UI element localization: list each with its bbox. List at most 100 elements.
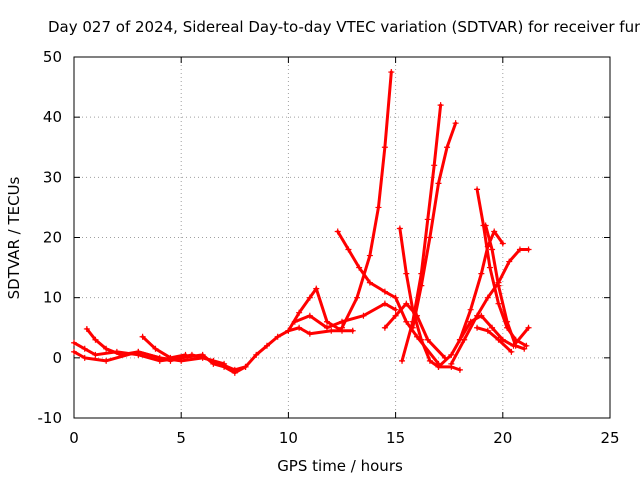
- data-point: [381, 324, 388, 331]
- data-point: [313, 285, 320, 292]
- data-point: [388, 69, 395, 76]
- data-point: [510, 342, 517, 349]
- data-point: [444, 144, 451, 151]
- data-point: [366, 252, 373, 259]
- data-point: [356, 264, 363, 271]
- series-line: [141, 335, 187, 360]
- data-point: [354, 294, 361, 301]
- data-point: [523, 342, 530, 349]
- data-point: [426, 357, 433, 364]
- y-tick-label: 50: [43, 48, 62, 66]
- x-tick-label: 15: [386, 429, 405, 447]
- data-point: [435, 363, 442, 370]
- y-tick-label: -10: [38, 409, 63, 427]
- data-point: [448, 351, 455, 358]
- data-point: [274, 333, 281, 340]
- data-point: [403, 300, 410, 307]
- data-point: [156, 354, 163, 361]
- data-point: [296, 324, 303, 331]
- data-point: [525, 246, 532, 253]
- series-trace-4: [139, 333, 189, 361]
- x-tick-label: 5: [176, 429, 186, 447]
- series-line: [400, 103, 443, 363]
- data-point: [392, 306, 399, 313]
- plot-frame: [73, 56, 611, 419]
- data-point: [403, 270, 410, 277]
- data-point: [135, 348, 142, 355]
- data-point: [231, 369, 238, 376]
- data-point: [489, 246, 496, 253]
- series-line: [383, 302, 447, 360]
- data-point: [339, 324, 345, 331]
- data-point: [495, 300, 502, 307]
- data-point: [508, 348, 515, 355]
- data-point: [71, 348, 77, 355]
- data-point: [328, 327, 335, 334]
- data-point: [182, 351, 189, 358]
- data-point: [92, 351, 99, 358]
- data-point: [399, 357, 406, 364]
- y-tick-label: 40: [43, 108, 62, 126]
- data-point: [366, 279, 373, 286]
- series-line: [436, 229, 505, 369]
- x-tick-label: 20: [493, 429, 512, 447]
- data-point: [431, 162, 438, 169]
- data-point: [103, 357, 110, 364]
- data-point: [81, 345, 88, 352]
- data-point: [396, 225, 403, 232]
- chart-title: Day 027 of 2024, Sidereal Day-to-day VTE…: [48, 18, 640, 36]
- x-tick-label: 10: [279, 429, 298, 447]
- data-point: [484, 294, 491, 301]
- data-point: [437, 102, 444, 109]
- data-point: [323, 318, 330, 325]
- data-point: [474, 186, 481, 193]
- series-line: [411, 121, 458, 330]
- data-point: [478, 270, 485, 277]
- data-point: [306, 312, 313, 319]
- data-point: [167, 354, 174, 361]
- data-point: [221, 360, 228, 367]
- data-point: [482, 222, 489, 229]
- series-line: [398, 226, 462, 372]
- data-point: [456, 336, 463, 343]
- data-point: [381, 144, 388, 151]
- data-point: [81, 354, 88, 361]
- data-point: [448, 360, 455, 367]
- data-point: [263, 342, 270, 349]
- series-trace-11: [399, 102, 444, 364]
- data-point: [452, 120, 459, 127]
- x-axis-label: GPS time / hours: [277, 457, 403, 475]
- series-trace-13: [435, 228, 506, 370]
- data-point: [506, 258, 513, 265]
- data-point: [139, 333, 146, 340]
- data-point: [495, 336, 502, 343]
- data-point: [484, 327, 491, 334]
- data-point: [291, 318, 298, 325]
- data-point: [456, 366, 463, 373]
- data-point: [334, 228, 341, 235]
- series-trace-8: [339, 69, 395, 331]
- data-point: [306, 330, 313, 337]
- data-point: [92, 336, 99, 343]
- series-trace-5: [285, 285, 345, 334]
- data-point: [499, 240, 506, 247]
- series-line: [475, 326, 513, 354]
- data-point: [467, 306, 474, 313]
- data-point: [435, 180, 442, 187]
- axis-layer: 0 5 10 15 20 25 -10 0 10 20 30 40 50: [38, 48, 620, 447]
- data-point: [418, 336, 425, 343]
- data-point: [71, 339, 77, 346]
- data-point: [516, 246, 523, 253]
- data-point: [152, 345, 159, 352]
- data-point: [242, 363, 249, 370]
- data-point: [253, 351, 260, 358]
- data-point: [349, 327, 356, 334]
- series-trace-17: [456, 312, 532, 349]
- series-trace-3: [83, 325, 228, 367]
- data-point: [424, 216, 431, 223]
- data-point: [521, 345, 528, 352]
- data-point: [478, 312, 485, 319]
- y-axis-label: SDTVAR / TECUs: [5, 176, 23, 299]
- data-point: [525, 324, 532, 331]
